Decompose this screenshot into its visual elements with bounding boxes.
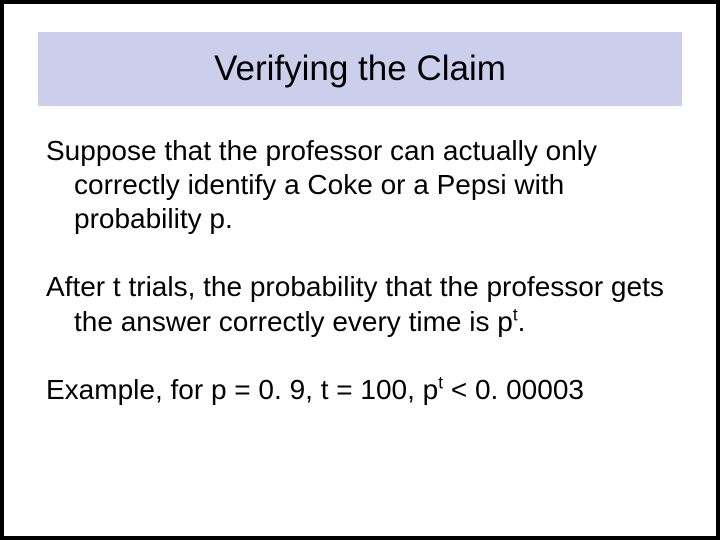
title-bar: Verifying the Claim bbox=[38, 32, 682, 106]
paragraph-3: Example, for p = 0. 9, t = 100, pt < 0. … bbox=[46, 373, 674, 407]
p2-text-post: . bbox=[518, 306, 526, 337]
p3-text-post: < 0. 00003 bbox=[443, 374, 584, 405]
p2-text-pre: After t trials, the probability that the… bbox=[46, 271, 664, 336]
slide: Verifying the Claim Suppose that the pro… bbox=[0, 0, 720, 540]
slide-body: Suppose that the professor can actually … bbox=[46, 134, 674, 407]
slide-title: Verifying the Claim bbox=[214, 49, 506, 89]
paragraph-1: Suppose that the professor can actually … bbox=[46, 134, 674, 236]
p3-text-pre: Example, for p = 0. 9, t = 100, p bbox=[46, 374, 438, 405]
paragraph-2: After t trials, the probability that the… bbox=[46, 270, 674, 338]
